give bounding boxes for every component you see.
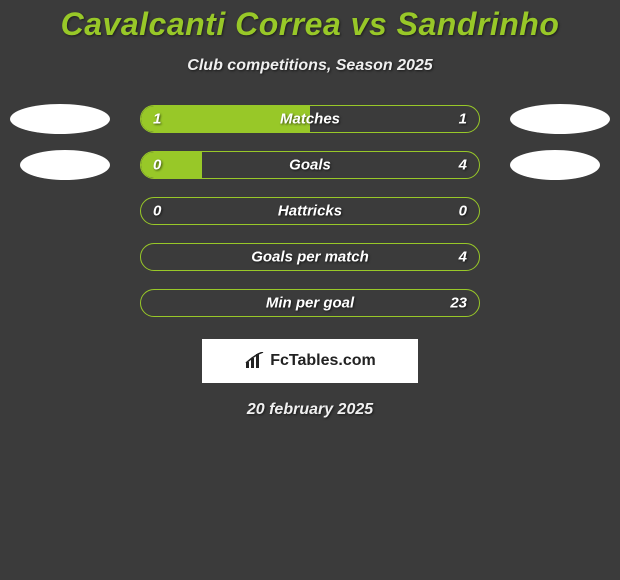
logo-text: FcTables.com	[270, 352, 376, 370]
comparison-infographic: Cavalcanti Correa vs Sandrinho Club comp…	[0, 0, 620, 419]
footer-date: 20 february 2025	[0, 401, 620, 419]
stat-left-value: 1	[153, 111, 161, 128]
player-left-avatar	[20, 150, 110, 180]
stat-bar: Goals per match 4	[140, 243, 480, 271]
stat-label: Matches	[280, 111, 340, 128]
page-subtitle: Club competitions, Season 2025	[0, 57, 620, 75]
stat-row: Min per goal 23	[0, 289, 620, 317]
stat-bar: 0 Goals 4	[140, 151, 480, 179]
stat-rows: 1 Matches 1 0 Goals 4 0 Hattricks 0	[0, 105, 620, 317]
stat-label: Hattricks	[278, 203, 342, 220]
stat-right-value: 1	[459, 111, 467, 128]
player-right-avatar	[510, 150, 600, 180]
stat-left-value: 0	[153, 203, 161, 220]
stat-bar: 1 Matches 1	[140, 105, 480, 133]
stat-row: 0 Goals 4	[0, 151, 620, 179]
stat-bar-fill	[141, 152, 202, 178]
stat-right-value: 0	[459, 203, 467, 220]
player-left-avatar	[10, 104, 110, 134]
stat-bar: Min per goal 23	[140, 289, 480, 317]
chart-icon	[244, 352, 266, 370]
stat-right-value: 4	[459, 249, 467, 266]
stat-label: Goals per match	[251, 249, 369, 266]
stat-right-value: 23	[450, 295, 467, 312]
stat-row: Goals per match 4	[0, 243, 620, 271]
fctables-logo[interactable]: FcTables.com	[202, 339, 418, 383]
stat-row: 1 Matches 1	[0, 105, 620, 133]
stat-label: Min per goal	[266, 295, 354, 312]
stat-bar: 0 Hattricks 0	[140, 197, 480, 225]
page-title: Cavalcanti Correa vs Sandrinho	[0, 6, 620, 43]
stat-row: 0 Hattricks 0	[0, 197, 620, 225]
stat-right-value: 4	[459, 157, 467, 174]
stat-label: Goals	[289, 157, 331, 174]
stat-left-value: 0	[153, 157, 161, 174]
player-right-avatar	[510, 104, 610, 134]
